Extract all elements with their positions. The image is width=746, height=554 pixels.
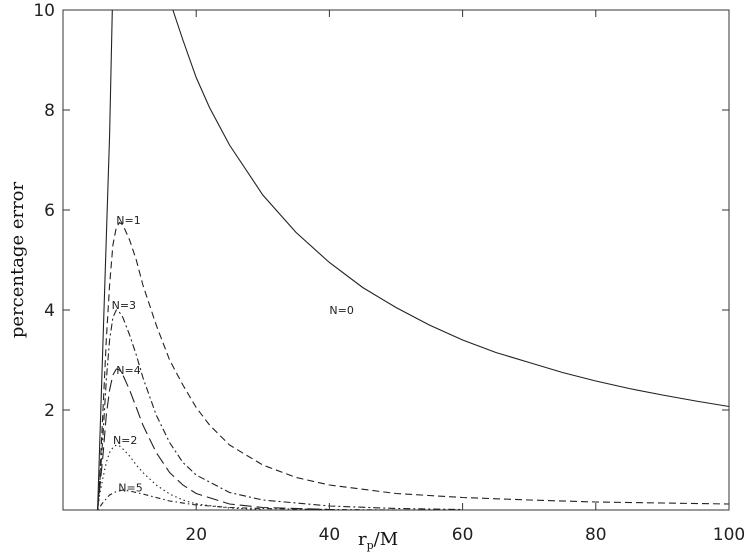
- x-axis-title-subscript: p: [367, 539, 374, 552]
- curve-label-n1: N=1: [116, 214, 140, 227]
- curve-label-n0: N=0: [329, 304, 353, 317]
- series-group: [97, 9, 730, 511]
- x-axis-title: rp/M: [358, 529, 398, 552]
- series-n4-line: [97, 368, 330, 511]
- series-n2-line: [97, 444, 263, 511]
- x-axis-title-rest: /M: [374, 529, 399, 550]
- y-tick-label: 2: [44, 401, 55, 421]
- y-tick-label: 10: [33, 1, 55, 21]
- x-tick-label: 40: [319, 525, 341, 545]
- series-n1-line: [97, 221, 730, 511]
- y-axis-title: percentage error: [7, 181, 28, 338]
- y-tick-label: 6: [44, 201, 55, 221]
- series-n3-line: [97, 309, 463, 511]
- x-axis-title-main: r: [358, 529, 367, 550]
- y-tick-label: 8: [44, 101, 55, 121]
- plot-frame: [62, 9, 730, 511]
- x-tick-label: 20: [185, 525, 207, 545]
- x-tick-label: 60: [452, 525, 474, 545]
- y-tick-label: 4: [44, 301, 55, 321]
- series-n5-line: [97, 489, 463, 511]
- axis-ticks: 20 40 60 80 100 2 4 6 8 10: [33, 1, 745, 545]
- curve-labels: N=0 N=1 N=3 N=4 N=2 N=5: [112, 214, 354, 495]
- curve-label-n3: N=3: [112, 299, 136, 312]
- curve-label-n4: N=4: [116, 364, 140, 377]
- x-tick-label: 80: [585, 525, 607, 545]
- curve-label-n2: N=2: [113, 434, 137, 447]
- series-n0-line: [172, 9, 730, 408]
- curve-label-n5: N=5: [118, 482, 142, 495]
- x-tick-label: 100: [713, 525, 745, 545]
- series-spike-line: [97, 9, 113, 511]
